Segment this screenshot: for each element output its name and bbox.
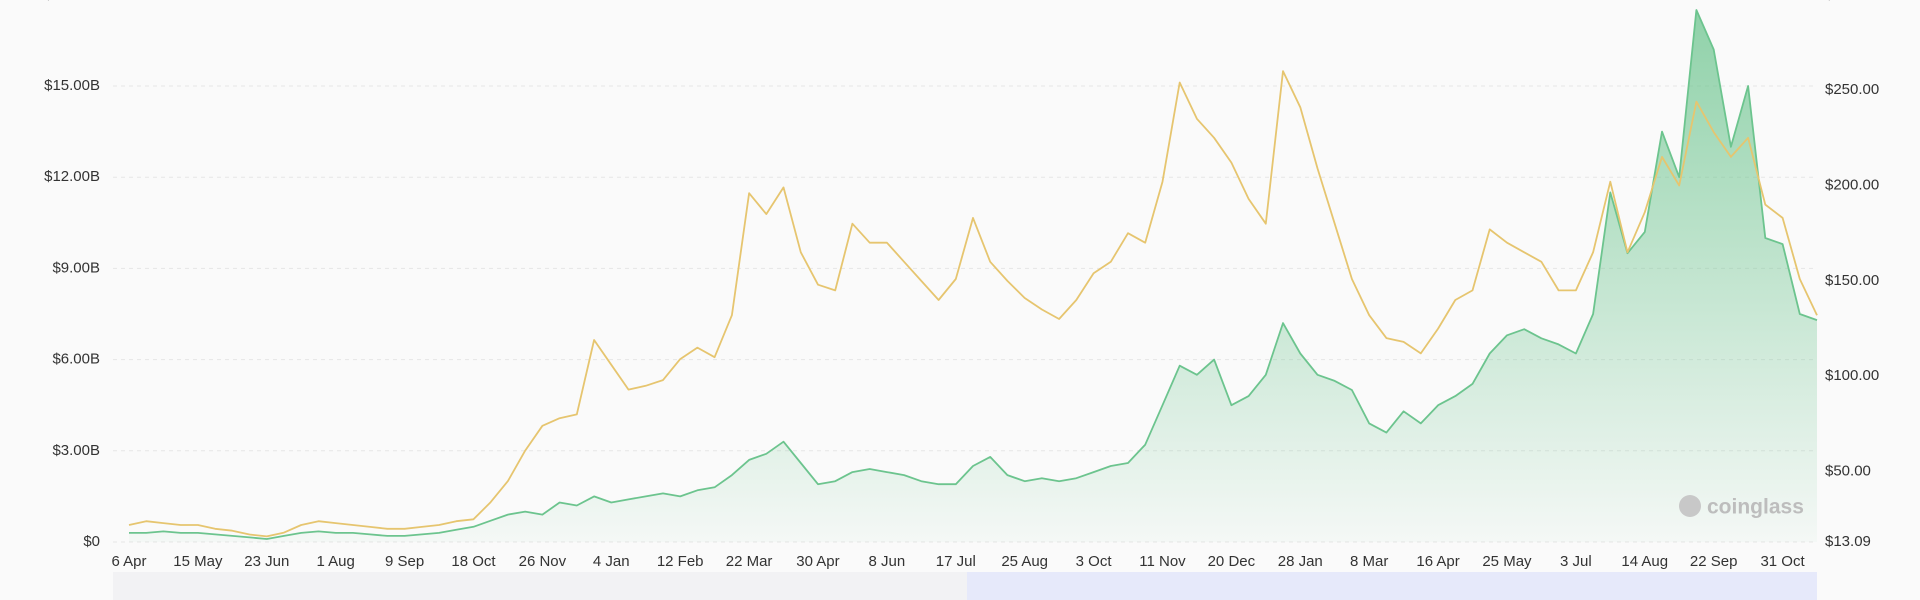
y-tick-label: $12.00B: [44, 168, 100, 185]
y2-tick-label: $13.09: [1825, 533, 1871, 550]
x-tick-label: 1 Aug: [317, 553, 355, 570]
price-line: [128, 70, 1818, 538]
x-tick-label: 6 Apr: [111, 553, 146, 570]
x-tick-label: 4 Jan: [593, 553, 630, 570]
x-tick-label: 23 Jun: [244, 553, 289, 570]
y-tick-label: $6.00B: [52, 351, 100, 368]
x-tick-label: 14 Aug: [1621, 553, 1668, 570]
x-tick-label: 15 May: [173, 553, 223, 570]
x-tick-label: 8 Jun: [869, 553, 906, 570]
x-tick-label: 22 Mar: [726, 553, 773, 570]
watermark-text: coinglass: [1707, 496, 1804, 519]
x-tick-label: 8 Mar: [1350, 553, 1388, 570]
x-tick-label: 26 Nov: [519, 553, 567, 570]
y2-tick-label: $100.00: [1825, 367, 1879, 384]
watermark: coinglass: [1679, 495, 1804, 519]
volume-line: [129, 9, 1818, 540]
x-tick-label: 28 Jan: [1278, 553, 1323, 570]
y2-tick-label: $250.00: [1825, 81, 1879, 98]
x-tick-label: 31 Oct: [1760, 553, 1805, 570]
x-tick-label: 9 Sep: [385, 553, 424, 570]
x-tick-label: 16 Apr: [1416, 553, 1459, 570]
y-tick-label: $9.00B: [52, 259, 100, 276]
x-tick-label: 18 Oct: [451, 553, 496, 570]
x-tick-label: 25 Aug: [1001, 553, 1048, 570]
y-tick-label: $0: [83, 533, 100, 550]
x-tick-label: 17 Jul: [936, 553, 976, 570]
y-tick-label: $15.00B: [44, 77, 100, 94]
x-tick-label: 20 Dec: [1208, 553, 1256, 570]
x-tick-label: 3 Jul: [1560, 553, 1592, 570]
x-tick-label: 22 Sep: [1690, 553, 1738, 570]
x-tick-label: 12 Feb: [657, 553, 704, 570]
navigator-window[interactable]: [967, 572, 1817, 600]
y2-tick-label: $150.00: [1825, 272, 1879, 289]
y2-tick-label: $50.00: [1825, 463, 1871, 480]
volume-area: [129, 10, 1817, 542]
y-tick-label: $3.00B: [52, 442, 100, 459]
x-tick-label: 30 Apr: [796, 553, 839, 570]
x-tick-label: 3 Oct: [1076, 553, 1113, 570]
y-tick-label: $18.00B: [44, 0, 100, 3]
watermark-icon: [1679, 495, 1701, 517]
x-tick-label: 11 Nov: [1139, 553, 1186, 570]
y2-tick-label: $300.00: [1825, 0, 1879, 3]
x-tick-label: 25 May: [1482, 553, 1532, 570]
y2-tick-label: $200.00: [1825, 176, 1879, 193]
